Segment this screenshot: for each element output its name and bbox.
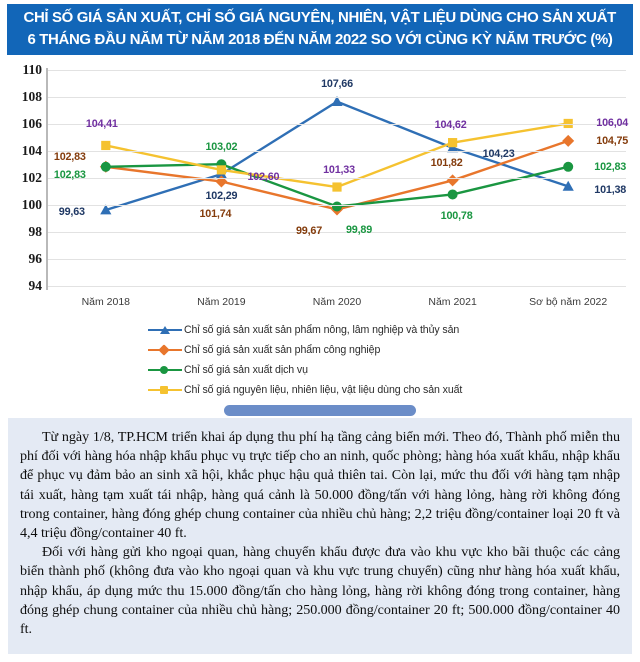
gridline [48, 259, 626, 260]
data-point-marker [448, 138, 458, 148]
gridline [48, 205, 626, 206]
data-point-marker [562, 134, 575, 147]
plot-area: 99,63 102,29 107,66 104,23 101,38 102,83 101,7… [48, 70, 629, 287]
y-axis-tick: 104 [21, 143, 42, 158]
data-point-label: 103,02 [205, 141, 238, 154]
data-point-marker [331, 95, 343, 106]
data-point-label: 104,41 [85, 118, 118, 131]
legend-label: Chỉ số giá sản xuất dịch vụ [184, 364, 308, 376]
data-point-label: 102,83 [594, 160, 627, 173]
data-point-marker [563, 161, 574, 172]
data-point-marker [100, 161, 111, 172]
data-point-label: 101,33 [323, 164, 355, 177]
data-point-marker [447, 189, 458, 200]
y-axis-tick: 100 [21, 197, 42, 212]
data-point-label: 99,89 [345, 224, 373, 237]
data-point-marker [100, 204, 112, 215]
y-axis-tick-labels: 110 108 106 104 102 100 98 96 94 [4, 62, 43, 293]
y-axis-line [46, 68, 48, 290]
data-point-label: 102,83 [53, 150, 86, 163]
section-divider-pill [224, 405, 416, 416]
data-point-marker [562, 180, 574, 191]
data-point-label: 104,75 [596, 134, 629, 147]
chart-legend: Chỉ số giá sản xuất sản phẩm nông, lâm n… [0, 320, 640, 400]
data-point-label: 106,04 [596, 117, 629, 130]
legend-label: Chỉ số giá sản xuất sản phẩm nông, lâm n… [184, 324, 460, 336]
data-point-label: 102,60 [247, 170, 280, 183]
paragraph-1: Từ ngày 1/8, TP.HCM triển khai áp dụng t… [20, 429, 620, 542]
data-point-label: 101,82 [430, 157, 463, 170]
gridline [48, 286, 626, 287]
gridline [48, 178, 626, 179]
data-point-label: 107,66 [321, 77, 353, 90]
x-axis-tick: Sơ bộ năm 2022 [529, 296, 608, 308]
data-point-label: 104,62 [434, 118, 467, 131]
x-axis-tick-labels: Năm 2018 Năm 2019 Năm 2020 Năm 2021 Sơ bộ nă… [48, 296, 626, 314]
legend-item[interactable]: Chỉ số giá sản xuất dịch vụ [0, 360, 640, 380]
legend-swatch-icon [148, 324, 182, 336]
page-title-line-1: CHỈ SỐ GIÁ SẢN XUẤT, CHỈ SỐ GIÁ NGUYÊN, … [23, 8, 617, 26]
data-point-label: 102,83 [53, 168, 86, 181]
page-title-line-2: 6 THÁNG ĐẦU NĂM TỪ NĂM 2018 ĐẾN NĂM 2022… [27, 30, 613, 48]
x-axis-tick: Năm 2018 [81, 296, 131, 308]
y-axis-tick: 102 [21, 170, 42, 185]
gridline [48, 70, 626, 71]
data-point-marker [101, 140, 111, 151]
y-axis-tick: 96 [28, 251, 43, 266]
y-axis-tick: 98 [28, 224, 43, 239]
legend-item[interactable]: Chỉ số giá sản xuất sản phẩm nông, lâm n… [0, 320, 640, 340]
data-point-marker [332, 182, 342, 192]
data-point-marker [563, 118, 573, 129]
data-point-label: 99,67 [295, 225, 323, 238]
paragraph-2: Đối với hàng gửi kho ngoại quan, hàng ch… [20, 544, 620, 638]
legend-swatch-icon [148, 364, 182, 376]
y-axis-tick: 108 [21, 89, 42, 104]
legend-swatch-icon [148, 344, 182, 356]
gridline [48, 232, 626, 233]
legend-item[interactable]: Chỉ số giá sản xuất sản phẩm công nghiệp [0, 340, 640, 360]
y-axis-tick: 94 [28, 278, 43, 293]
x-axis-tick: Năm 2020 [312, 296, 362, 308]
gridline [48, 151, 626, 152]
legend-label: Chỉ số giá nguyên liệu, nhiên liệu, vật … [184, 384, 463, 396]
data-point-marker [447, 142, 459, 153]
legend-swatch-icon [148, 384, 182, 396]
header-title-band: CHỈ SỐ GIÁ SẢN XUẤT, CHỈ SỐ GIÁ NGUYÊN, … [7, 4, 633, 55]
gridline [48, 97, 626, 98]
x-axis-tick: Năm 2021 [428, 296, 477, 308]
data-point-label: 101,74 [199, 207, 232, 220]
x-axis-tick: Năm 2019 [197, 296, 246, 308]
data-point-label: 100,78 [440, 210, 473, 223]
legend-label: Chỉ số giá sản xuất sản phẩm công nghiệp [184, 344, 381, 356]
data-point-label: 102,29 [205, 190, 238, 203]
data-point-label: 101,38 [594, 184, 627, 197]
y-axis-tick: 110 [22, 62, 42, 77]
data-point-label: 99,63 [58, 205, 85, 218]
chart-container: 110 108 106 104 102 100 98 96 94 99,63 102,29 107,… [0, 56, 640, 396]
data-point-marker [446, 174, 459, 187]
article-text-block: Từ ngày 1/8, TP.HCM triển khai áp dụng t… [8, 418, 632, 654]
data-point-marker [332, 201, 342, 212]
gridline [48, 124, 626, 125]
legend-item[interactable]: Chỉ số giá nguyên liệu, nhiên liệu, vật … [0, 380, 640, 400]
y-axis-tick: 106 [21, 116, 42, 131]
chart-series-svg [99, 95, 575, 216]
data-point-marker [216, 165, 226, 175]
data-point-label: 104,23 [482, 147, 515, 160]
